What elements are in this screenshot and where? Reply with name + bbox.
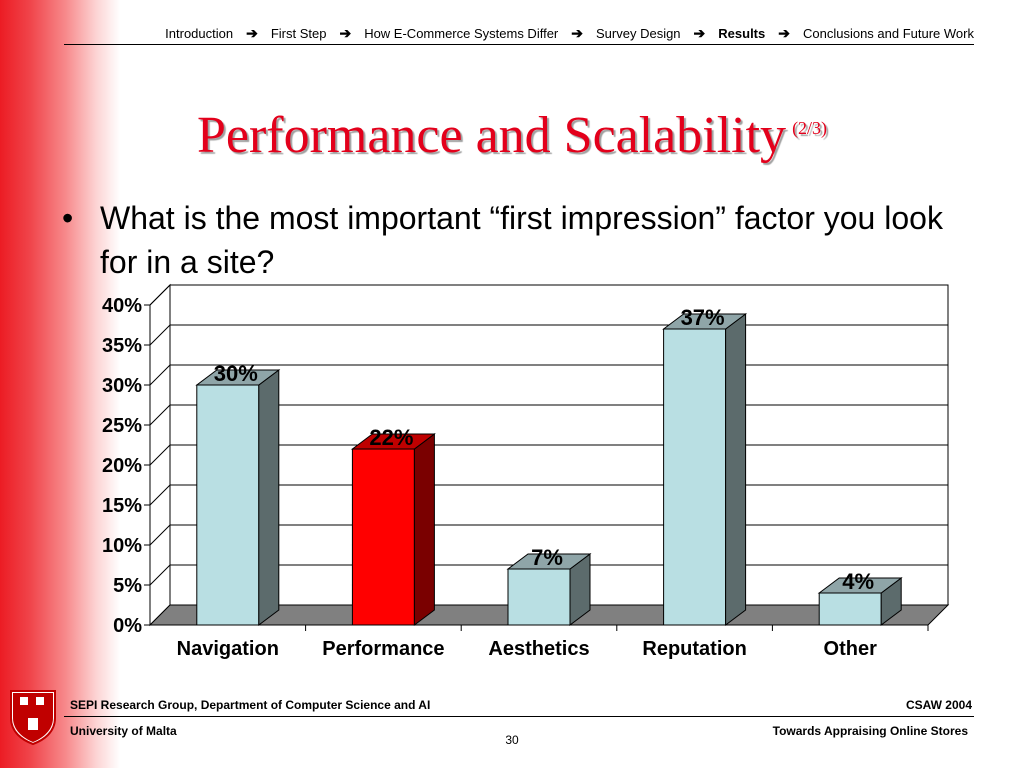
data-label: 37% — [681, 305, 725, 330]
arrow-right-icon: ➔ — [571, 24, 583, 41]
nav-item-how-e-commerce-systems-differ[interactable]: How E-Commerce Systems Differ — [364, 25, 559, 41]
y-tick-label: 5% — [113, 575, 142, 597]
y-tick-label: 25% — [102, 415, 142, 437]
data-label: 7% — [531, 545, 563, 570]
y-tick-label: 20% — [102, 455, 142, 477]
section-nav: Introduction ➔ First Step ➔ How E-Commerce S… — [64, 22, 974, 45]
x-tick-label: Navigation — [177, 638, 279, 660]
bar-other — [818, 592, 882, 626]
bar-side — [413, 433, 435, 626]
y-tick-label: 10% — [102, 535, 142, 557]
x-tick-label: Aesthetics — [488, 638, 589, 660]
y-tick-label: 40% — [102, 295, 142, 317]
footer-right-bottom: Towards Appraising Online Stores — [772, 724, 968, 738]
y-tick-label: 30% — [102, 375, 142, 397]
nav-item-conclusions-and-future-work[interactable]: Conclusions and Future Work — [802, 25, 974, 41]
bar-navigation — [196, 384, 260, 626]
arrow-right-icon: ➔ — [246, 24, 258, 41]
slide-title-main: Performance and Scalability — [196, 107, 787, 164]
bullet-question: • What is the most important “first impr… — [62, 196, 982, 284]
gridline — [149, 284, 948, 306]
nav-item-first-step[interactable]: First Step — [270, 25, 327, 41]
bar-top — [195, 369, 281, 386]
footer-left-top: SEPI Research Group, Department of Compu… — [70, 698, 431, 712]
x-tick-label: Other — [824, 638, 878, 660]
arrow-right-icon: ➔ — [339, 24, 352, 41]
university-logo — [8, 688, 58, 751]
bullet-dot: • — [62, 200, 74, 236]
bar-top — [350, 433, 436, 450]
red-gradient-band — [0, 0, 120, 768]
x-tick-label: Reputation — [642, 638, 746, 660]
data-label: 30% — [214, 361, 258, 386]
bullet-text: What is the most important “first impres… — [100, 200, 943, 280]
bar-side — [725, 313, 747, 626]
nav-item-survey-design[interactable]: Survey Design — [596, 25, 681, 41]
footer-divider — [64, 716, 974, 717]
bar-side — [258, 369, 280, 626]
bar-aesthetics — [507, 568, 571, 626]
x-tick-label: Performance — [322, 638, 444, 660]
data-label: 4% — [842, 569, 874, 594]
bar-top — [662, 313, 748, 330]
footer-left-bottom: University of Malta — [70, 724, 177, 738]
bar-performance — [351, 448, 415, 626]
page-number: 30 — [505, 733, 519, 747]
bar-reputation — [663, 328, 727, 626]
arrow-right-icon: ➔ — [693, 24, 706, 41]
y-tick-label: 15% — [102, 495, 142, 517]
y-tick-label: 35% — [102, 335, 142, 357]
slide-title: Performance and Scalability (2/3) — [0, 106, 1024, 165]
arrow-right-icon: ➔ — [778, 24, 790, 41]
bar-top — [817, 577, 903, 594]
y-tick-label: 0% — [113, 615, 142, 637]
nav-item-introduction[interactable]: Introduction — [165, 25, 234, 41]
footer-right-top: CSAW 2004 — [905, 698, 972, 712]
nav-item-results[interactable]: Results — [718, 25, 766, 41]
data-label: 22% — [369, 425, 413, 450]
slide-title-suffix: (2/3) — [792, 118, 828, 138]
bar-top — [506, 553, 592, 570]
